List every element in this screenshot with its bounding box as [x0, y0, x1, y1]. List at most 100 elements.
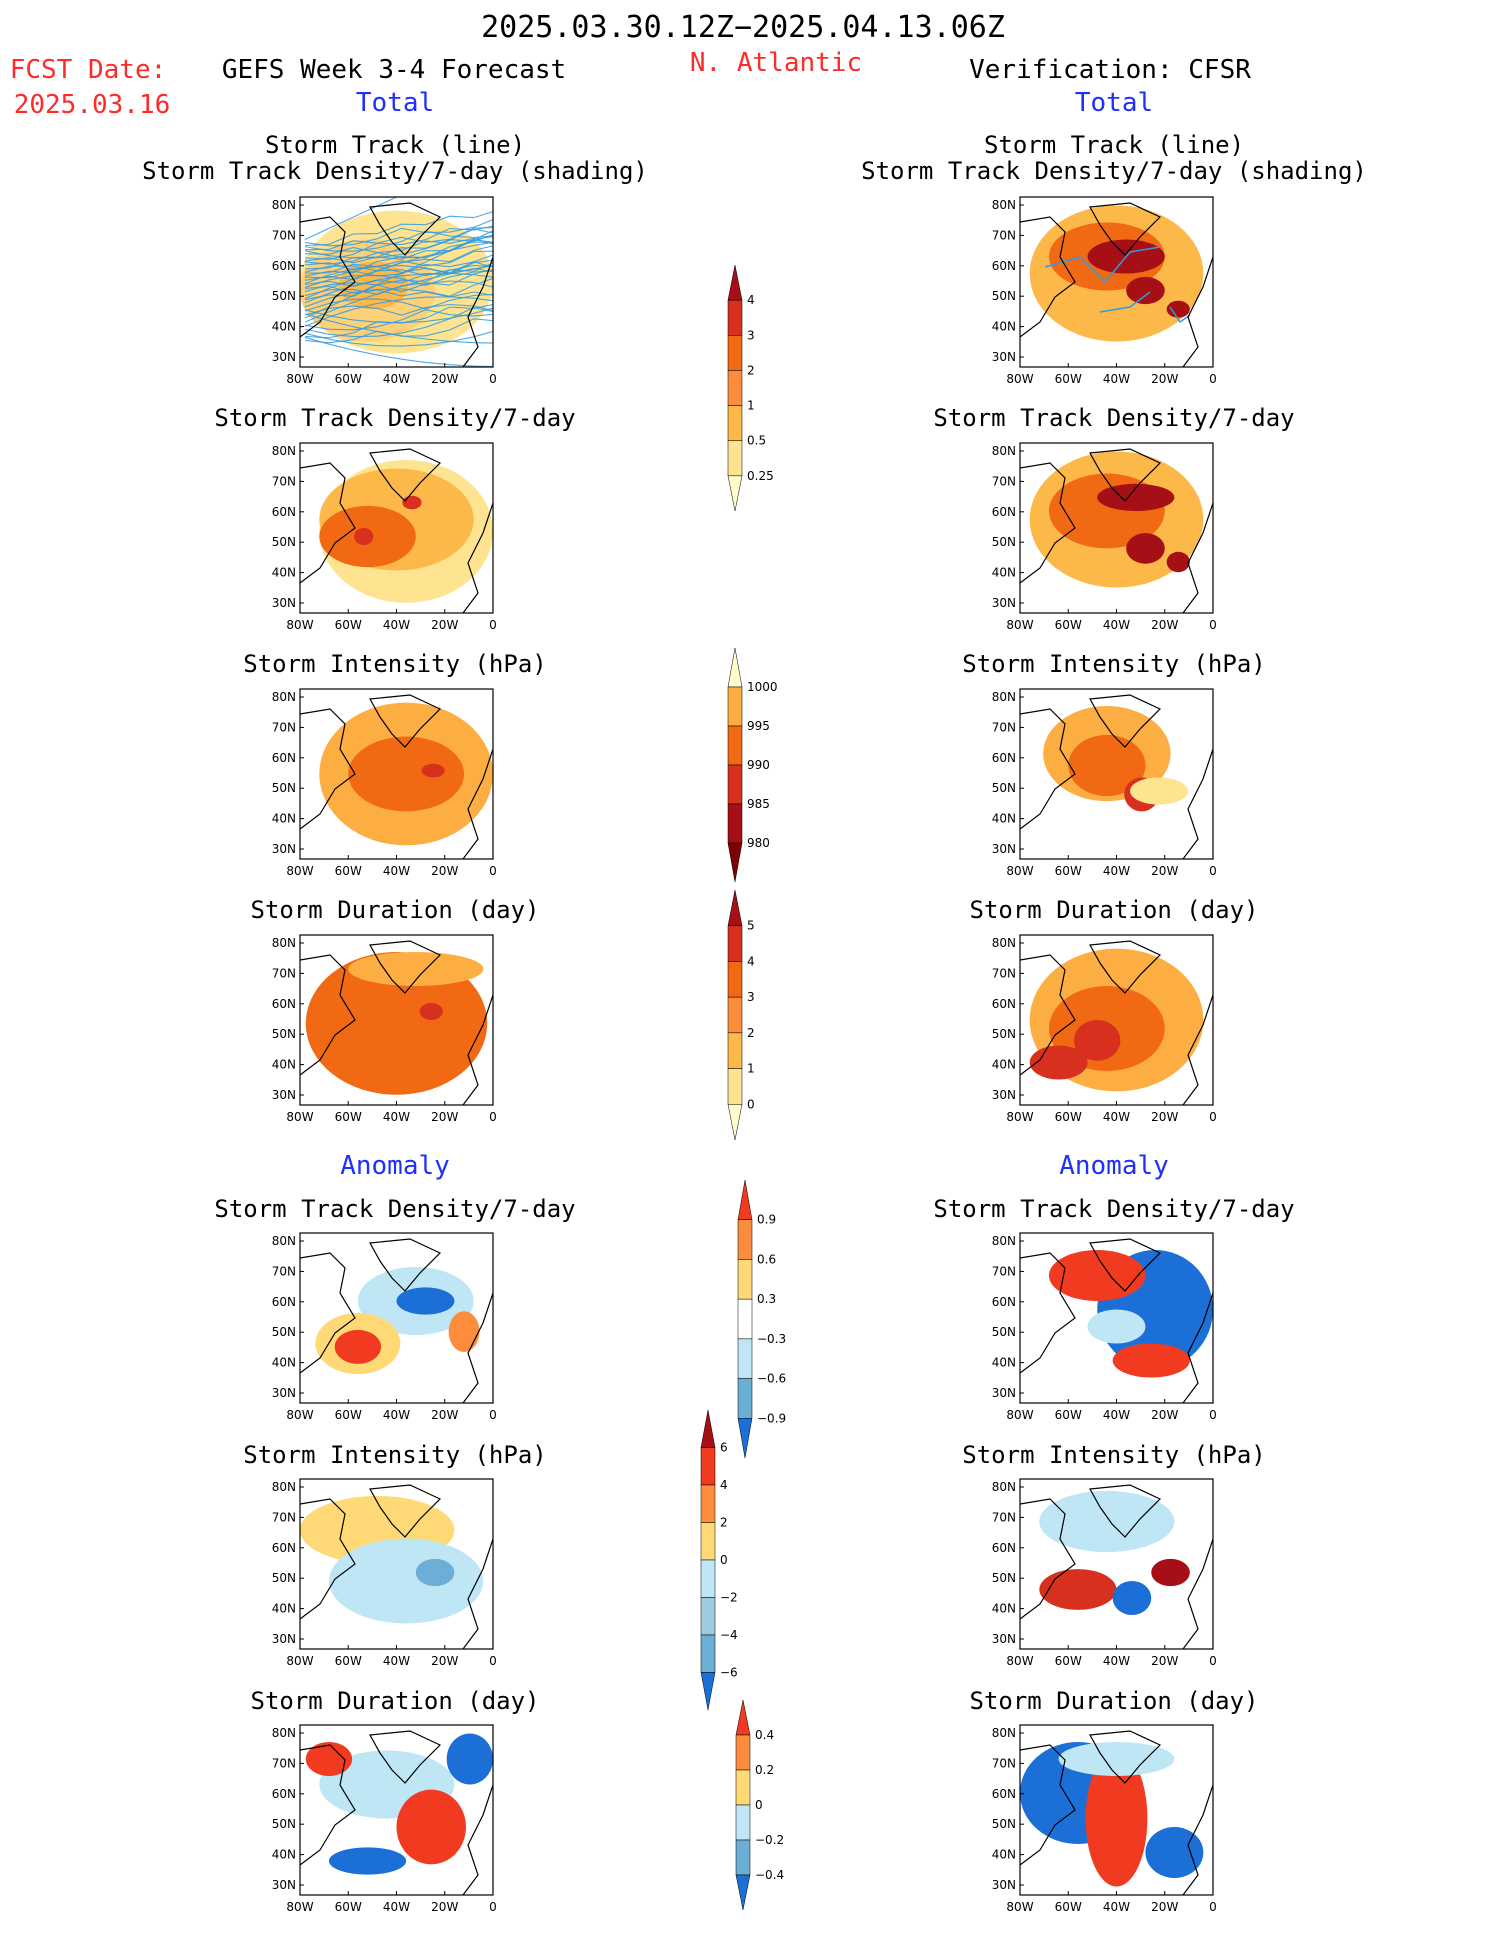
lat-tick-label: 60N — [992, 259, 1016, 273]
colorbar-swatch — [700, 1484, 716, 1523]
lon-tick-label: 20W — [1151, 864, 1178, 878]
shade-region — [1029, 1045, 1088, 1080]
shade-region — [328, 1538, 484, 1624]
colorbar-label: −0.6 — [757, 1372, 786, 1386]
shade-region — [1112, 1581, 1152, 1615]
panel-title-intensity-right: Storm Intensity (hPa) — [962, 650, 1266, 678]
lon-tick-label: 40W — [1103, 1900, 1130, 1914]
colorbar-label: 0.2 — [755, 1763, 774, 1777]
coastline — [1020, 1498, 1076, 1620]
colorbar-swatch — [700, 1522, 716, 1561]
coastline — [462, 1538, 493, 1649]
shade-region — [334, 1329, 382, 1364]
lon-tick-label: 0 — [489, 372, 497, 386]
lat-tick-label: 50N — [992, 1817, 1016, 1831]
colorbar-label: 0.6 — [757, 1252, 776, 1266]
lon-tick-label: 60W — [335, 1900, 362, 1914]
shade-region — [1039, 1569, 1117, 1610]
colorbar-swatch — [700, 1447, 716, 1486]
colorbar-label: 1000 — [747, 680, 778, 694]
storm-track-line — [304, 293, 493, 312]
lon-tick-label: 0 — [1209, 864, 1217, 878]
colorbar-label: 3 — [747, 328, 755, 342]
shade-region — [1166, 551, 1190, 573]
shade-region — [396, 1789, 466, 1865]
map-panel-int-fc: 80N 70N 60N 50N 40N 30N 80W 60W 40W 20W 0 — [272, 688, 497, 878]
colorbar-density: 4 3 2 1 0.5 0.25 — [727, 265, 774, 512]
lat-tick-label: 30N — [992, 1878, 1016, 1892]
shade-region — [1087, 1309, 1146, 1344]
panel-title-duration-left: Storm Duration (day) — [250, 896, 540, 924]
lon-tick-label: 60W — [335, 1654, 362, 1668]
colorbar-swatch — [727, 925, 743, 962]
shade-region — [402, 495, 422, 510]
colorbar-label: 2 — [747, 363, 755, 377]
map-panel-adens-ob: 80N 70N 60N 50N 40N 30N 80W 60W 40W 20W 0 — [992, 1232, 1217, 1422]
colorbar-label: 5 — [747, 919, 755, 933]
colorbar-label: −0.3 — [757, 1332, 786, 1346]
lat-tick-label: 70N — [992, 720, 1016, 734]
colorbar-swatch — [727, 440, 743, 477]
shade-region — [446, 1733, 493, 1785]
lat-tick-label: 70N — [992, 228, 1016, 242]
lat-tick-label: 40N — [272, 566, 296, 580]
lat-tick-label: 80N — [992, 1480, 1016, 1494]
coastline — [1182, 502, 1213, 613]
lat-tick-label: 30N — [272, 1878, 296, 1892]
storm-track-line — [304, 254, 493, 284]
shade-region — [348, 952, 484, 986]
lat-tick-label: 40N — [272, 1356, 296, 1370]
panel-title-intensity-left: Storm Intensity (hPa) — [243, 650, 547, 678]
lat-tick-label: 50N — [272, 1571, 296, 1585]
lat-tick-label: 50N — [992, 781, 1016, 795]
colorbar-label: 3 — [747, 990, 755, 1004]
colorbar-label: 0.9 — [757, 1213, 776, 1227]
lat-tick-label: 40N — [992, 1058, 1016, 1072]
lat-tick-label: 60N — [272, 259, 296, 273]
colorbar-swatch — [727, 405, 743, 441]
colorbar-label: 0.25 — [747, 469, 774, 483]
lon-tick-label: 80W — [1006, 1654, 1033, 1668]
lat-tick-label: 50N — [992, 289, 1016, 303]
map-panel-aint-ob: 80N 70N 60N 50N 40N 30N 80W 60W 40W 20W 0 — [992, 1478, 1217, 1668]
lon-tick-label: 60W — [1055, 864, 1082, 878]
map-panel-dur-fc: 80N 70N 60N 50N 40N 30N 80W 60W 40W 20W 0 — [272, 934, 497, 1124]
colorbar-swatch — [735, 1839, 751, 1876]
lon-tick-label: 40W — [383, 1408, 410, 1422]
lon-tick-label: 20W — [1151, 1900, 1178, 1914]
coastline — [300, 216, 356, 338]
lat-tick-label: 60N — [992, 997, 1016, 1011]
colorbar-label: −0.4 — [755, 1868, 784, 1882]
colorbar-swatch — [700, 1559, 716, 1598]
lon-tick-label: 0 — [1209, 618, 1217, 632]
storm-track-line — [1099, 291, 1151, 313]
panel-title-anom-duration-right: Storm Duration (day) — [969, 1687, 1259, 1715]
colorbar-swatch — [727, 1104, 743, 1141]
storm-track-line — [304, 234, 493, 270]
lat-tick-label: 50N — [272, 781, 296, 795]
lon-tick-label: 20W — [431, 618, 458, 632]
colorbar-label: 0.3 — [757, 1292, 776, 1306]
lon-tick-label: 0 — [1209, 1900, 1217, 1914]
verification-title: Verification: CFSR — [969, 55, 1251, 85]
lat-tick-label: 80N — [272, 936, 296, 950]
shade-region — [1130, 777, 1188, 805]
shade-region — [1151, 1558, 1190, 1587]
lon-tick-label: 60W — [335, 1408, 362, 1422]
colorbar-swatch — [727, 370, 743, 406]
lat-tick-label: 80N — [992, 1234, 1016, 1248]
colorbar-anom_duration: 0.4 0.2 0 −0.2 −0.4 — [735, 1700, 784, 1911]
colorbar-label: 4 — [720, 1478, 728, 1492]
lat-tick-label: 70N — [992, 474, 1016, 488]
lon-tick-label: 0 — [489, 1110, 497, 1124]
lon-tick-label: 40W — [383, 1654, 410, 1668]
storm-track-line — [304, 225, 493, 260]
shade-region — [1097, 483, 1175, 511]
lon-tick-label: 60W — [1055, 618, 1082, 632]
lat-tick-label: 30N — [272, 842, 296, 856]
lat-tick-label: 70N — [992, 1510, 1016, 1524]
shade-region — [1085, 1750, 1148, 1887]
colorbar-label: 990 — [747, 758, 770, 772]
shade-region — [1068, 734, 1146, 797]
lat-tick-label: 80N — [272, 444, 296, 458]
